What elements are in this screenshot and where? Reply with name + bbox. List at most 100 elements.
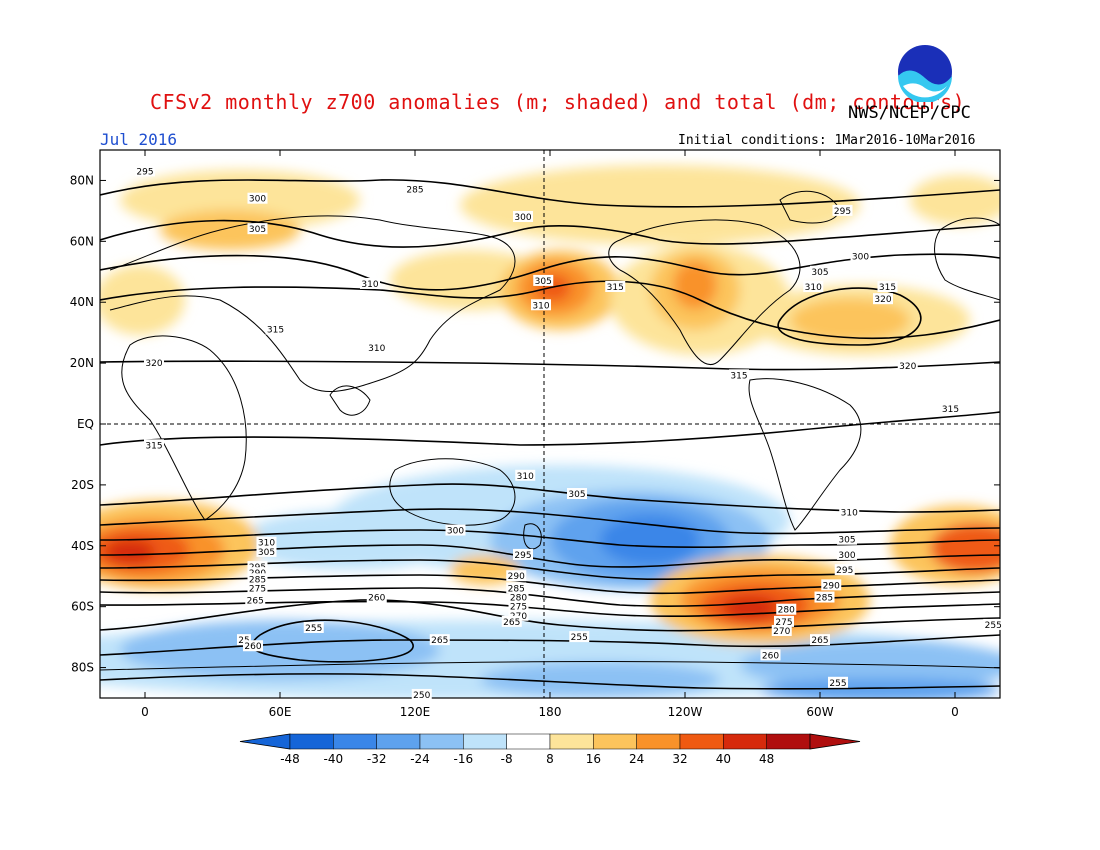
lon-label: 120E xyxy=(400,705,431,719)
contour-label: 300 xyxy=(514,213,531,223)
contour-label-bg xyxy=(771,625,792,637)
contour-label-bg xyxy=(360,277,380,289)
lat-label: 80N xyxy=(70,173,94,187)
contour-label-bg xyxy=(515,469,536,481)
contour-label-bg xyxy=(533,274,554,286)
contour-label-bg xyxy=(508,600,529,612)
contour-label: 300 xyxy=(447,527,464,537)
contour-label: 310 xyxy=(841,508,858,518)
contour-label: 285 xyxy=(508,584,525,594)
contour-label-bg xyxy=(983,618,1004,630)
forecast-month-label: Jul 2016 xyxy=(100,130,178,149)
contour-label-bg xyxy=(506,582,527,594)
contour-label: 300 xyxy=(838,551,855,561)
colorbar-tick-label: -32 xyxy=(367,752,387,766)
contour-label-bg xyxy=(531,299,551,311)
contour-label-bg xyxy=(247,561,268,573)
contour-label-bg xyxy=(366,341,387,353)
contour-label-bg xyxy=(506,570,527,582)
contour-label: 275 xyxy=(510,603,527,613)
colorbar-segment xyxy=(723,733,767,750)
contour-label: 290 xyxy=(508,572,525,582)
contour-label-bg xyxy=(897,360,918,372)
contour-label: 315 xyxy=(730,371,747,381)
contour-label-bg xyxy=(837,548,857,560)
contour-label: 305 xyxy=(811,268,828,278)
contour-label: 305 xyxy=(568,490,585,500)
contour-label: 300 xyxy=(852,253,869,263)
contour-label-bg xyxy=(877,281,898,292)
contour-label: 290 xyxy=(823,581,840,591)
lat-label: 40N xyxy=(70,295,94,309)
contour-label-bg xyxy=(429,634,450,646)
contour-label-bg xyxy=(247,567,268,579)
contour-label-bg xyxy=(760,649,781,661)
contour-label: 305 xyxy=(838,536,855,546)
contour-label: 315 xyxy=(145,441,162,451)
colorbar-segment xyxy=(463,733,507,750)
colorbar-segment xyxy=(289,733,334,750)
contour-label: 255 xyxy=(985,621,1002,631)
initial-conditions-label: Initial conditions: 1Mar2016-10Mar2016 xyxy=(678,133,976,148)
contour-label: 305 xyxy=(535,277,552,287)
contour-label-bg xyxy=(605,281,626,292)
coastlines xyxy=(100,190,1000,671)
lon-label: 60W xyxy=(806,705,833,719)
contour-label-bg xyxy=(837,533,857,545)
agency-label: NWS/NCEP/CPC xyxy=(848,103,971,123)
contour-label-bg xyxy=(135,165,155,177)
contour-label-bg xyxy=(569,631,590,643)
contour-label-bg xyxy=(850,250,871,262)
contour-label: 295 xyxy=(834,207,851,217)
longitude-labels: 0 60E 120E 180 120W 60W 0 xyxy=(141,705,959,719)
contour-label-bg xyxy=(776,603,797,615)
contour-label: 265 xyxy=(503,618,520,628)
contour-label: 255 xyxy=(829,679,846,689)
contour-label: 255 xyxy=(305,624,322,634)
colorbar-segment xyxy=(419,733,464,750)
contour-label: 280 xyxy=(778,606,795,616)
contour-label: 280 xyxy=(510,594,527,604)
colorbar-segment xyxy=(506,733,551,750)
colorbar: -48 -40 -32 -24 -16 -8 8 16 24 32 40 48 xyxy=(239,733,861,766)
lat-label: 40S xyxy=(71,539,94,553)
contour-label: 255 xyxy=(571,633,588,643)
contour-label-bg xyxy=(445,524,466,536)
contour-label: 305 xyxy=(249,225,266,235)
colorbar-tick-label: 24 xyxy=(629,752,644,766)
colorbar-segment xyxy=(636,733,681,750)
contour-label: 270 xyxy=(773,627,790,637)
contour-label-bg xyxy=(245,594,266,606)
colorbar-tick-label: -40 xyxy=(324,752,344,766)
lat-label: 80S xyxy=(71,661,94,675)
contour-label: 265 xyxy=(247,597,264,607)
contour-label: 320 xyxy=(899,362,916,372)
colorbar-segment xyxy=(333,733,377,750)
colorbar-tick-label: 8 xyxy=(546,752,554,766)
contour-label: 310 xyxy=(532,301,549,311)
contour-label: 310 xyxy=(805,283,822,293)
height-contours xyxy=(100,179,1000,690)
lon-label: 0 xyxy=(141,705,149,719)
lat-label: 60S xyxy=(71,600,94,614)
colorbar-tick-label: 40 xyxy=(716,752,731,766)
contour-label: 315 xyxy=(267,326,284,336)
contour-label-bg xyxy=(821,579,842,591)
lon-label: 0 xyxy=(951,705,959,719)
contour-label-bg xyxy=(144,439,164,451)
contour-label-bg xyxy=(411,688,432,700)
contour-label-bg xyxy=(247,223,268,235)
colorbar-segment xyxy=(766,733,811,750)
contour-label: 320 xyxy=(874,295,891,305)
contour-label: 260 xyxy=(244,642,261,652)
contour-label: 250 xyxy=(413,691,430,701)
contour-label: 315 xyxy=(942,405,959,415)
lon-label: 120W xyxy=(668,705,703,719)
contour-label: 285 xyxy=(816,594,833,604)
contour-label-bg xyxy=(405,183,425,195)
contour-label: 310 xyxy=(517,472,534,482)
colorbar-right-arrow xyxy=(809,733,861,750)
colorbar-segment xyxy=(679,733,724,750)
contour-label-bg xyxy=(814,591,835,603)
